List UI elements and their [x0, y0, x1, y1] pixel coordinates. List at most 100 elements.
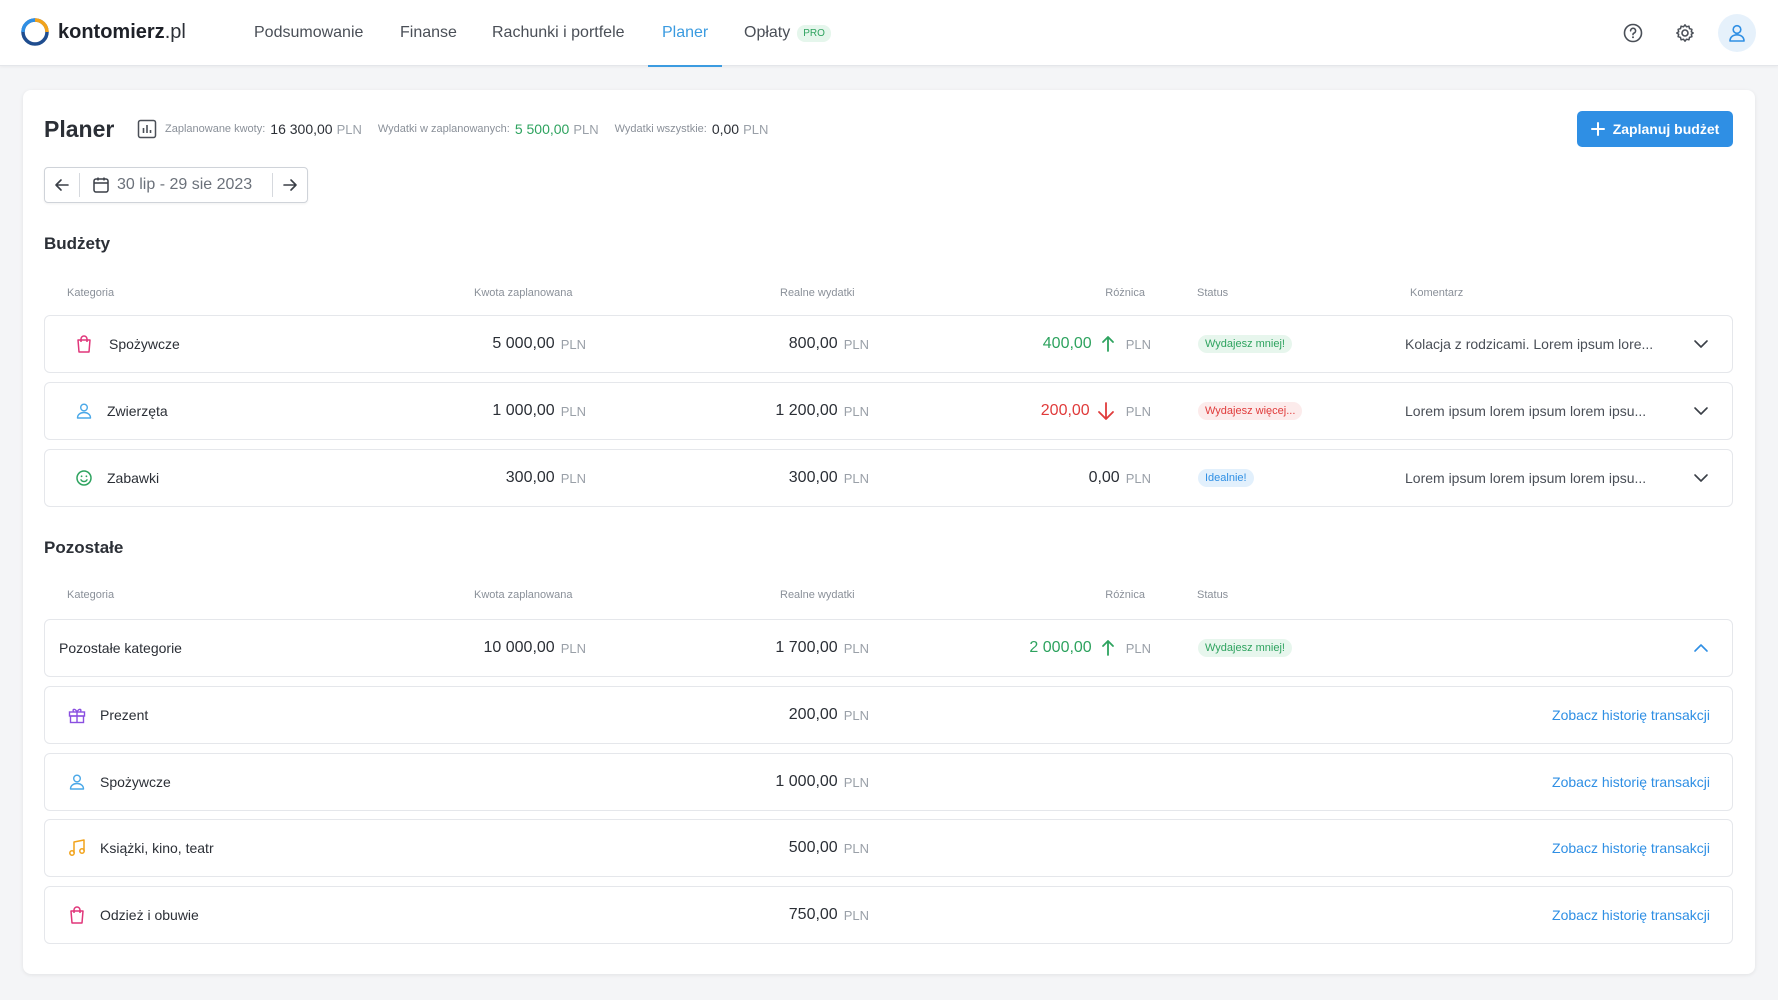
actual-amount: 750,00 [788, 906, 838, 923]
stat-label: Wydatki wszystkie: [614, 123, 707, 135]
up-arrow [1101, 640, 1114, 656]
currency: PLN [1125, 470, 1151, 486]
currency: PLN [560, 640, 586, 656]
help-icon[interactable] [1617, 17, 1649, 49]
actual-amount: 800,00 [788, 335, 838, 352]
category-name: Zabawki [107, 470, 160, 486]
separator [272, 173, 273, 197]
actual-amount: 1 000,00 [775, 773, 838, 790]
icon [76, 470, 92, 486]
history-link[interactable]: Zobacz historię transakcji [1552, 774, 1710, 790]
icon [1676, 24, 1694, 42]
date-picker: 30 lip - 29 sie 2023 [44, 167, 308, 203]
currency: PLN [843, 840, 869, 856]
cell: 2 000,00 PLN [1029, 620, 1151, 676]
planner-card: Planer Zaplanowane kwoty: 16 300,00 PLN Wy… [23, 90, 1755, 974]
icon [1694, 644, 1708, 652]
actual-amount: 300,00 [788, 469, 838, 486]
expand-chevron[interactable] [1693, 383, 1709, 439]
icon [69, 774, 85, 790]
summary-stats: Zaplanowane kwoty: 16 300,00 PLN Wydatki w… [137, 118, 784, 140]
logo-mark [21, 18, 49, 46]
icon [1623, 23, 1643, 43]
date-range[interactable]: 30 lip - 29 sie 2023 [80, 176, 272, 194]
nav-item[interactable]: Rachunki i portfele [492, 24, 625, 41]
status-badge: Idealnie! [1198, 469, 1254, 487]
icon [70, 906, 84, 924]
stat-label: Zaplanowane kwoty: [165, 123, 266, 135]
collapse-chevron[interactable] [1693, 620, 1709, 676]
column-header: Różnica [1105, 589, 1145, 601]
actual-amount: 500,00 [788, 839, 838, 856]
plan-budget-button[interactable]: Zaplanuj budżet [1577, 111, 1733, 147]
expand-chevron[interactable] [1693, 316, 1709, 372]
nav-item[interactable]: Planer [647, 0, 723, 67]
category-name: Zwierzęta [107, 403, 168, 419]
cell: Idealnie! [1198, 450, 1254, 506]
cell: 1 000,00 PLN [775, 754, 869, 810]
category-icon [74, 383, 94, 439]
cell: 1 200,00 PLN [775, 383, 869, 439]
column-header: Status [1197, 287, 1229, 299]
stat-value: 0,00 [711, 121, 740, 137]
comment: Lorem ipsum lorem ipsum lorem ipsu... [1405, 403, 1647, 419]
next-period[interactable] [273, 168, 307, 202]
currency: PLN [843, 640, 869, 656]
column-header: Komentarz [1410, 287, 1464, 299]
currency: PLN [843, 336, 869, 352]
separator [79, 173, 80, 197]
pro-badge: PRO [797, 24, 831, 42]
budget-row[interactable]: Zabawki 300,00 PLN 300,00 PLN 0,00 PLN Idea… [44, 449, 1733, 507]
currency: PLN [1125, 640, 1151, 656]
settings-icon[interactable] [1669, 17, 1701, 49]
user-avatar[interactable] [1718, 14, 1756, 52]
comment: Kolacja z rodzicami. Lorem ipsum lore... [1405, 336, 1654, 352]
top-bar: kontomierz .pl Podsumowanie Finanse Rachu… [0, 0, 1778, 67]
column-header: Kwota zaplanowana [474, 287, 573, 299]
cell: 1 700,00 PLN [775, 620, 869, 676]
table-header: Kategoria Kwota zaplanowana Realne wydat… [44, 586, 1733, 606]
currency: PLN [843, 470, 869, 486]
prev-period[interactable] [45, 168, 79, 202]
cell: Wydajesz mniej! [1198, 620, 1292, 676]
nav-item[interactable]: Opłaty PRO [744, 0, 831, 66]
currency: PLN [560, 403, 586, 419]
history-link[interactable]: Zobacz historię transakcji [1552, 707, 1710, 723]
category-name: Spożywcze [109, 336, 180, 352]
nav-label: Opłaty [744, 24, 791, 41]
section-title: Budżety [44, 234, 111, 253]
history-link[interactable]: Zobacz historię transakcji [1552, 840, 1710, 856]
stat-value: 5 500,00 [514, 121, 570, 137]
column-header: Kategoria [67, 287, 115, 299]
nav-item[interactable]: Podsumowanie [254, 24, 364, 41]
down-arrow [1097, 402, 1114, 420]
other-summary-row[interactable]: Pozostałe kategorie 10 000,00 PLN 1 700,0… [44, 619, 1733, 677]
cell: Wydajesz mniej! [1198, 316, 1292, 372]
icon [69, 839, 85, 856]
currency: PLN [743, 121, 769, 137]
other-item-row: Spożywcze 1 000,00 PLN Zobacz historię tr… [44, 753, 1733, 811]
difference-amount: 0,00 [1088, 469, 1120, 486]
other-item-row: Odzież i obuwie 750,00 PLN Zobacz histori… [44, 886, 1733, 944]
budget-row[interactable]: Spożywcze 5 000,00 PLN 800,00 PLN 400,00 PL… [44, 315, 1733, 373]
category-icon [67, 820, 87, 876]
nav-item[interactable]: Finanse [400, 24, 457, 41]
stat-value: 16 300,00 [270, 121, 333, 137]
logo-suffix: .pl [164, 20, 186, 43]
expand-chevron[interactable] [1693, 450, 1709, 506]
cell: 10 000,00 PLN [484, 620, 586, 676]
logo-text: kontomierz [58, 20, 165, 43]
history-link[interactable]: Zobacz historię transakcji [1552, 907, 1710, 923]
status-badge: Wydajesz więcej... [1198, 402, 1303, 420]
cell: 1 000,00 PLN [492, 383, 586, 439]
icon [1729, 24, 1745, 42]
currency: PLN [843, 907, 869, 923]
currency: PLN [1125, 403, 1151, 419]
category-icon [67, 754, 87, 810]
category-icon [67, 687, 87, 743]
currency: PLN [843, 403, 869, 419]
icon [1694, 340, 1708, 348]
budget-row[interactable]: Zwierzęta 1 000,00 PLN 1 200,00 PLN 200,00… [44, 382, 1733, 440]
logo[interactable]: kontomierz .pl [20, 17, 186, 47]
column-header: Kwota zaplanowana [474, 589, 573, 601]
